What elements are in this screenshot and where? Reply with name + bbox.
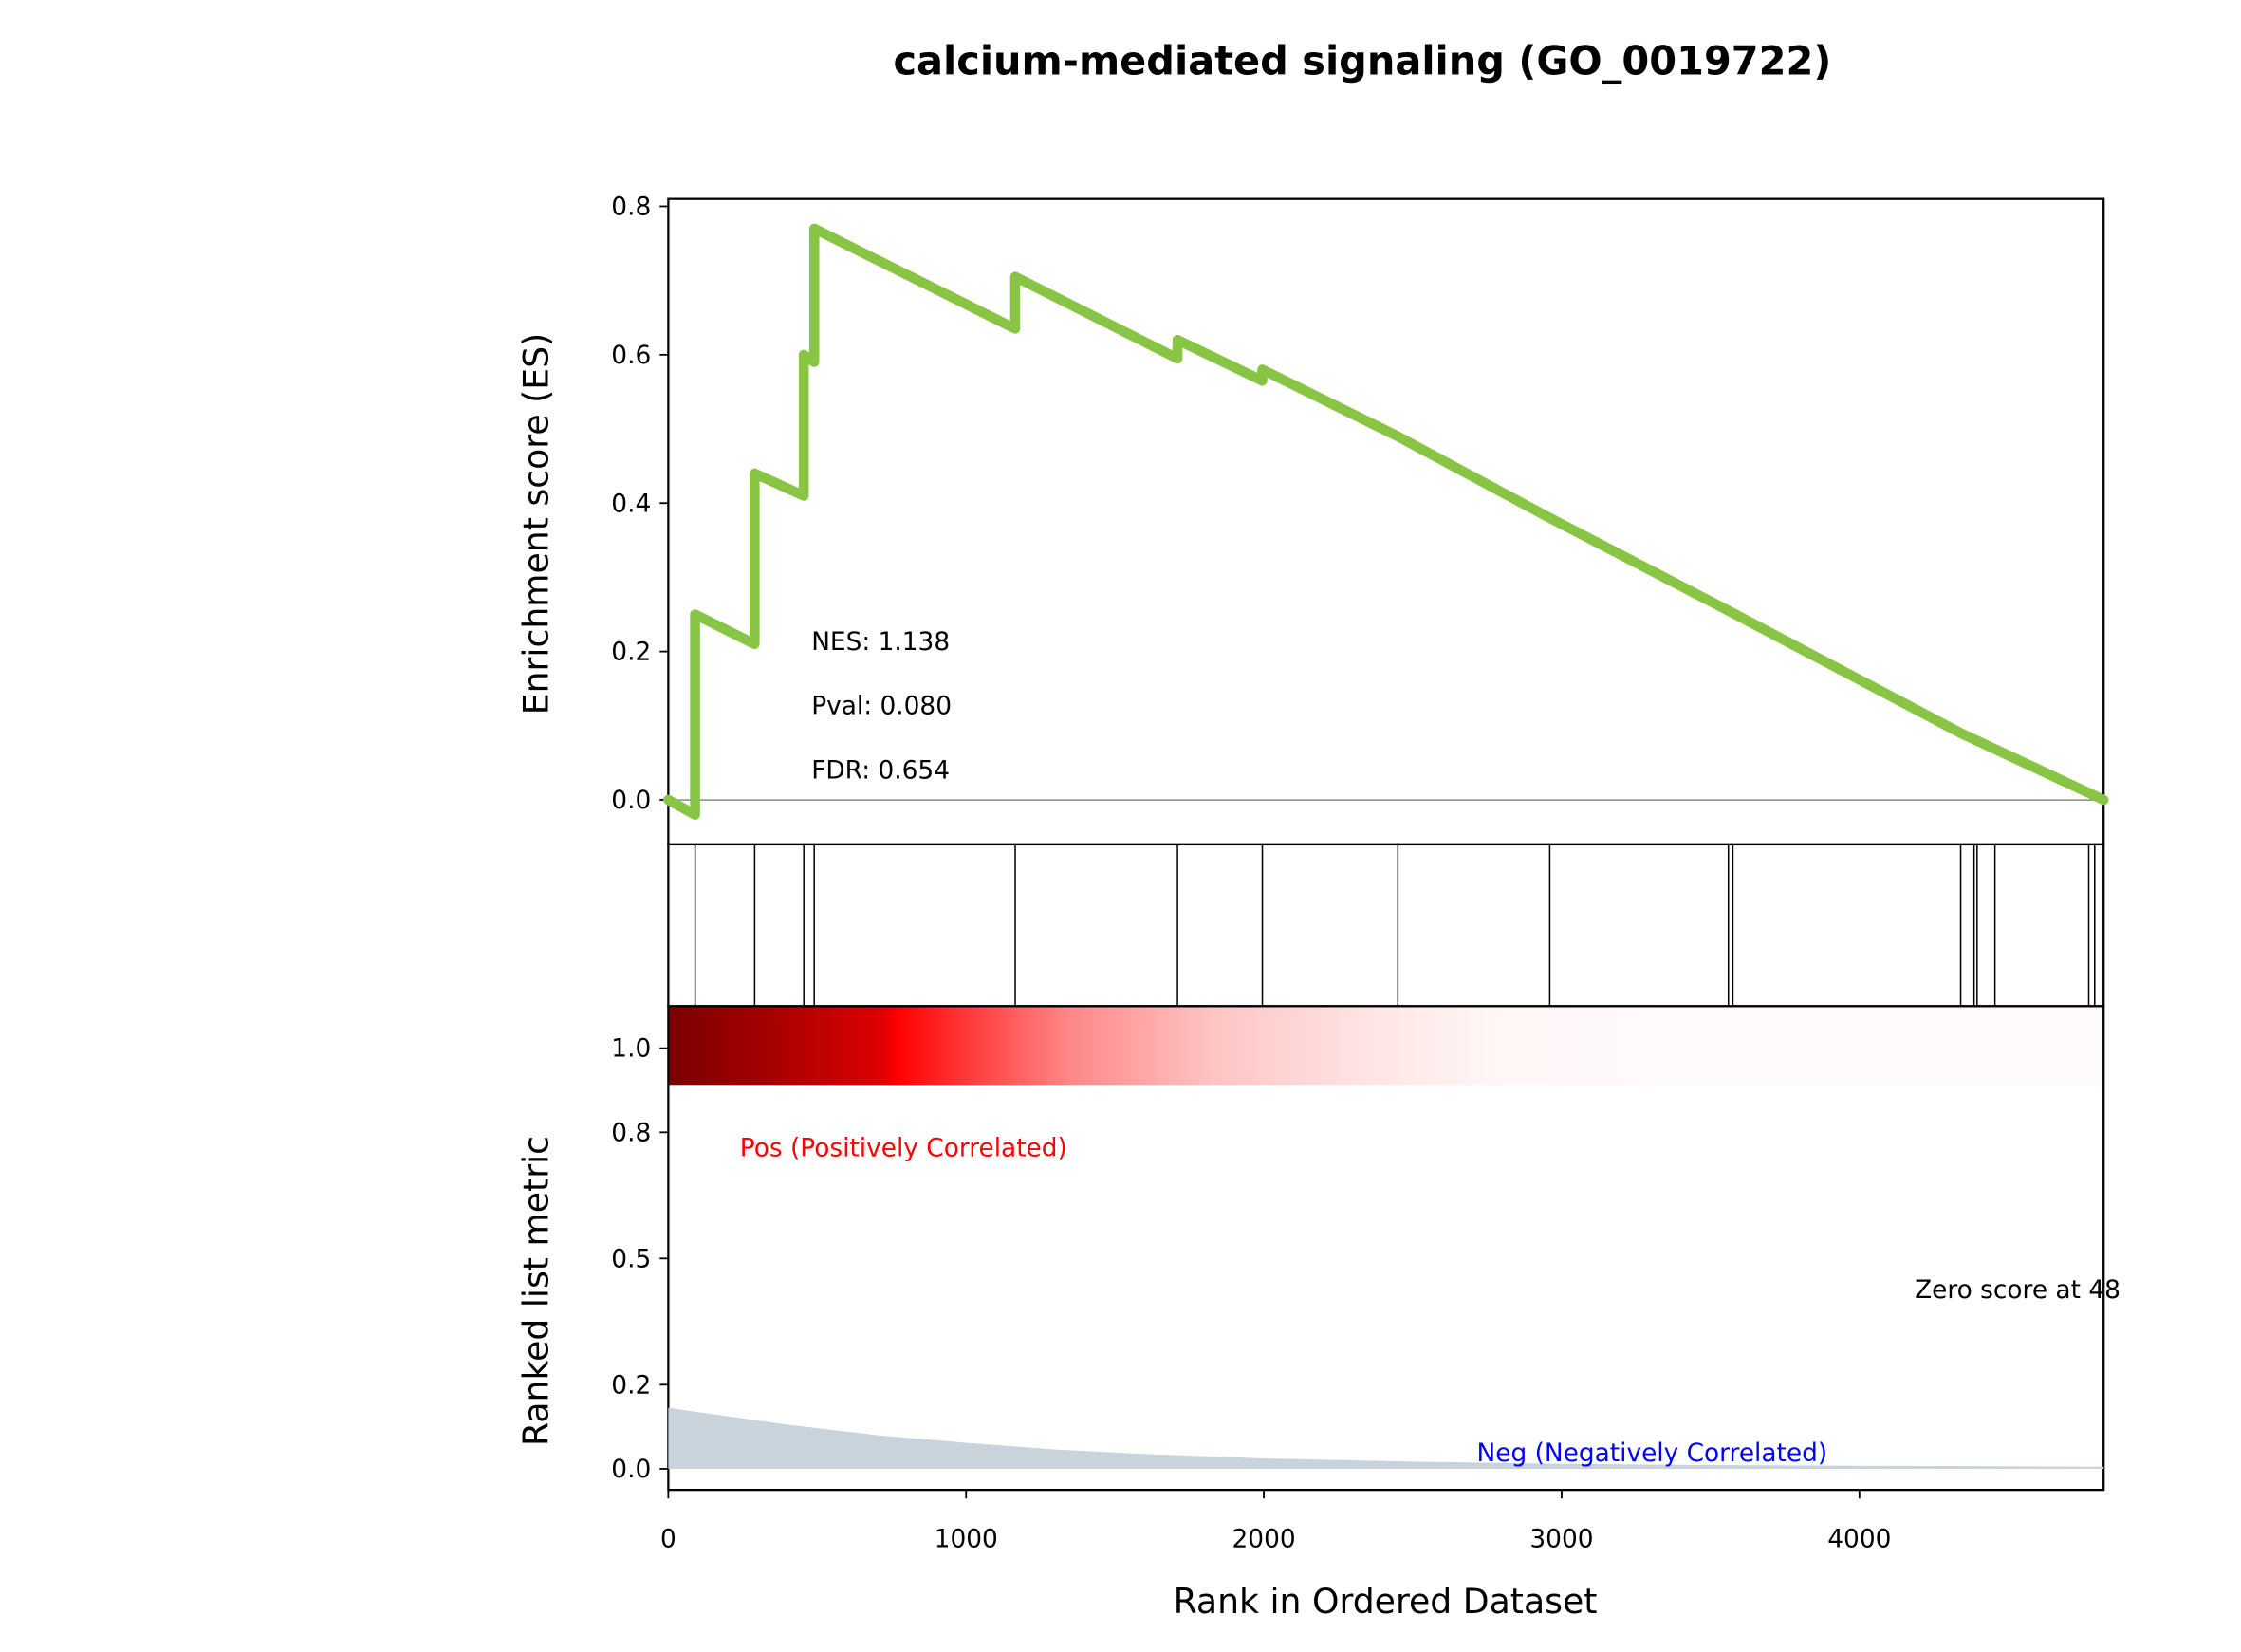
- nes-annotation: NES: 1.138: [811, 628, 950, 657]
- rank-panel-frame: [667, 1005, 2105, 1492]
- x-tick-label: 4000: [1827, 1525, 1891, 1553]
- x-tick-label: 3000: [1529, 1525, 1593, 1553]
- hits-panel-frame: [667, 843, 2105, 1008]
- es-y-tick-label: 0.6: [611, 342, 651, 370]
- pval-annotation: Pval: 0.080: [811, 693, 952, 721]
- pos-label: Pos (Positively Correlated): [740, 1135, 1067, 1163]
- fdr-annotation: FDR: 0.654: [811, 757, 950, 786]
- x-tick-label: 0: [660, 1525, 676, 1553]
- x-ticks: 0 1000 2000 3000 4000: [660, 1490, 1891, 1553]
- es-y-tick-label: 0.0: [611, 787, 651, 815]
- x-tick-label: 2000: [1232, 1525, 1296, 1553]
- rank-y-tick-label: 0.8: [611, 1119, 651, 1147]
- rank-y-tick-label: 0.0: [611, 1456, 651, 1484]
- x-tick-label: 1000: [935, 1525, 998, 1553]
- rank-y-ticks: 0.0 0.2 0.5 0.8 1.0: [611, 1035, 669, 1484]
- es-y-tick-label: 0.4: [611, 490, 651, 518]
- es-line: [663, 223, 2109, 820]
- rank-y-tick-label: 0.5: [611, 1245, 651, 1273]
- x-axis-label: Rank in Ordered Dataset: [1174, 1581, 1598, 1622]
- neg-label: Neg (Negatively Correlated): [1477, 1439, 1828, 1468]
- es-y-ticks: 0.0 0.2 0.4 0.6 0.8: [611, 194, 669, 815]
- es-y-axis-label: Enrichment score (ES): [516, 333, 557, 715]
- rank-y-tick-label: 0.2: [611, 1371, 651, 1400]
- es-panel-frame: [667, 197, 2105, 846]
- zero-score-label: Zero score at 48: [1915, 1276, 2121, 1305]
- heatmap-bar: [668, 1006, 2104, 1086]
- chart-title: calcium-mediated signaling (GO_0019722): [893, 38, 1831, 84]
- ranked-metric-area: [668, 1407, 2104, 1469]
- rank-y-axis-label: Ranked list metric: [516, 1136, 557, 1446]
- es-y-tick-label: 0.8: [611, 194, 651, 222]
- rank-y-tick-label: 1.0: [611, 1035, 651, 1064]
- es-y-tick-label: 0.2: [611, 639, 651, 667]
- gene-hits: [694, 844, 2096, 1007]
